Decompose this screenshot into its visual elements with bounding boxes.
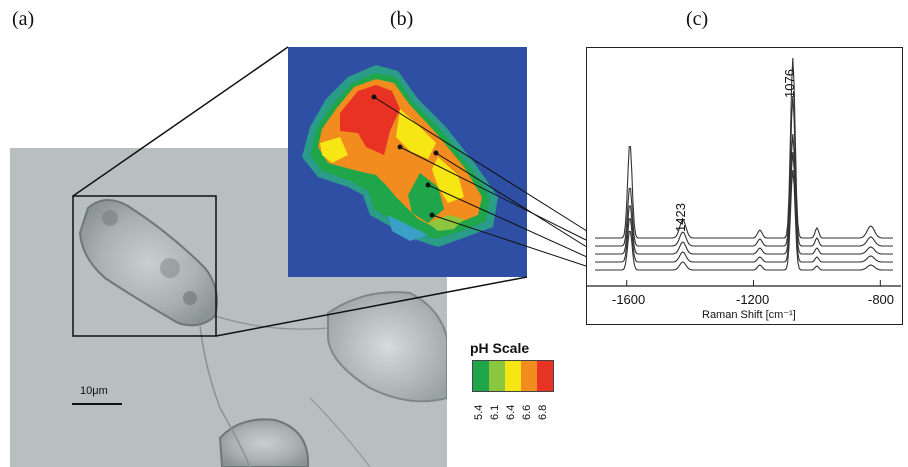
raman-chart (586, 47, 903, 325)
map-point-4 (425, 182, 431, 188)
peak-label-1076: 1076 (782, 69, 797, 98)
map-point-5 (429, 212, 435, 218)
scale-bar-label: 10μm (80, 385, 108, 397)
ph-map-image (288, 47, 527, 277)
x-tick-label: -1200 (736, 292, 770, 307)
raman-plot (587, 57, 901, 287)
x-axis-label: Raman Shift [cm⁻¹] (702, 309, 796, 321)
panel-label-b: (b) (390, 8, 414, 30)
ph-scale-tick: 6.1 (489, 404, 501, 420)
panel-label-a: (a) (12, 8, 35, 30)
ph-swatch (473, 361, 489, 391)
spectrum-line (595, 133, 893, 255)
ph-swatch (489, 361, 505, 391)
map-point-3 (433, 150, 439, 156)
spectrum-line (595, 151, 893, 263)
x-tick-label: -800 (868, 292, 895, 307)
ph-scale-tick: 6.4 (505, 404, 517, 420)
ph-swatch (505, 361, 521, 391)
ph-scale-bar (472, 360, 554, 392)
spectrum-line (595, 169, 893, 271)
x-tick-label: -1600 (612, 292, 646, 307)
panel-label-c: (c) (686, 8, 709, 30)
ph-map (288, 47, 527, 277)
spectrum-line (595, 57, 893, 239)
ph-scale-tick: 5.4 (473, 404, 485, 420)
spectrum-line (595, 95, 893, 247)
ph-scale-tick: 6.6 (521, 404, 533, 420)
peak-label-1423: 1423 (673, 203, 688, 232)
cell-body (78, 199, 218, 327)
cell-body-bottom (218, 418, 310, 467)
ph-scale-tick: 6.8 (537, 404, 549, 420)
ph-scale-title: pH Scale (470, 340, 530, 356)
ph-swatch (537, 361, 553, 391)
map-point-1 (371, 94, 377, 100)
ph-swatch (521, 361, 537, 391)
map-point-2 (397, 144, 403, 150)
